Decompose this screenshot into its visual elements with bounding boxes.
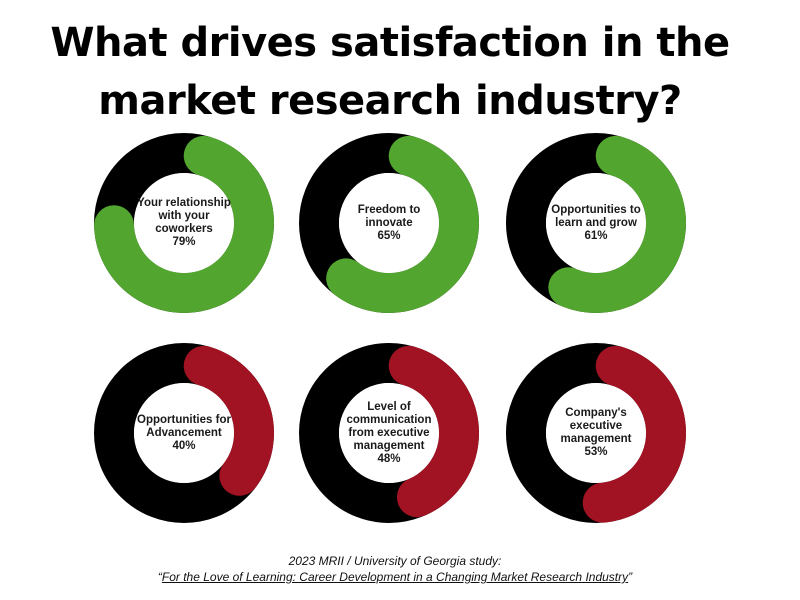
donut-category-label: Opportunities to learn and grow bbox=[551, 203, 641, 229]
source-citation: 2023 MRII / University of Georgia study:… bbox=[0, 553, 790, 585]
donut-value-arc bbox=[506, 343, 686, 523]
donut-value-arc bbox=[299, 133, 479, 313]
study-title-link[interactable]: For the Love of Learning: Career Develop… bbox=[161, 570, 629, 584]
donut-label: Opportunities to learn and grow 61% bbox=[546, 173, 646, 273]
donut-value-arc bbox=[94, 133, 274, 313]
donut-label: Level of communication from executive ma… bbox=[339, 383, 439, 483]
donut-category-label: Level of communication from executive ma… bbox=[346, 400, 432, 452]
source-line-1: 2023 MRII / University of Georgia study: bbox=[288, 554, 502, 568]
donut-value-label: 40% bbox=[172, 439, 196, 452]
donut-hole bbox=[339, 173, 439, 273]
donut-category-label: Opportunities for Advancement bbox=[137, 413, 231, 439]
donut-chart-freedom: Freedom to innovate 65% bbox=[299, 133, 479, 313]
source-line-2: “For the Love of Learning: Career Develo… bbox=[0, 569, 790, 585]
donut-label: Your relationship with your coworkers 79… bbox=[134, 173, 234, 273]
donut-chart-executive-management: Company's executive management 53% bbox=[506, 343, 686, 523]
page-title: What drives satisfaction in the market r… bbox=[0, 14, 780, 130]
donut-value-arc bbox=[94, 343, 274, 523]
donut-label: Freedom to innovate 65% bbox=[339, 173, 439, 273]
donut-svg bbox=[506, 133, 686, 313]
donut-hole bbox=[134, 173, 234, 273]
open-quote: “ bbox=[157, 570, 162, 584]
donut-label: Opportunities for Advancement 40% bbox=[134, 383, 234, 483]
donut-hole bbox=[134, 383, 234, 483]
donut-svg bbox=[94, 133, 274, 313]
donut-hole bbox=[339, 383, 439, 483]
donut-value-arc bbox=[506, 133, 686, 313]
donut-chart-communication: Level of communication from executive ma… bbox=[299, 343, 479, 523]
donut-value-label: 53% bbox=[584, 446, 608, 458]
donut-chart-coworkers: Your relationship with your coworkers 79… bbox=[94, 133, 274, 313]
donut-chart-learn-grow: Opportunities to learn and grow 61% bbox=[506, 133, 686, 313]
donut-value-label: 65% bbox=[377, 229, 401, 242]
donut-category-label: Company's executive management bbox=[560, 407, 632, 445]
donut-value-label: 61% bbox=[584, 229, 608, 242]
donut-svg bbox=[506, 343, 686, 523]
title-line-2: market research industry? bbox=[98, 78, 682, 124]
donut-category-label: Freedom to innovate bbox=[357, 203, 421, 229]
donut-value-label: 79% bbox=[172, 236, 196, 248]
donut-value-arc bbox=[299, 343, 479, 523]
donut-label: Company's executive management 53% bbox=[546, 383, 646, 483]
donut-value-label: 48% bbox=[377, 452, 401, 465]
donut-hole bbox=[546, 173, 646, 273]
donut-svg bbox=[94, 343, 274, 523]
donut-chart-advancement: Opportunities for Advancement 40% bbox=[94, 343, 274, 523]
donut-hole bbox=[546, 383, 646, 483]
donut-category-label: Your relationship with your coworkers bbox=[137, 197, 231, 235]
title-line-1: What drives satisfaction in the bbox=[50, 20, 730, 66]
donut-svg bbox=[299, 343, 479, 523]
close-quote: ” bbox=[628, 570, 633, 584]
donut-svg bbox=[299, 133, 479, 313]
